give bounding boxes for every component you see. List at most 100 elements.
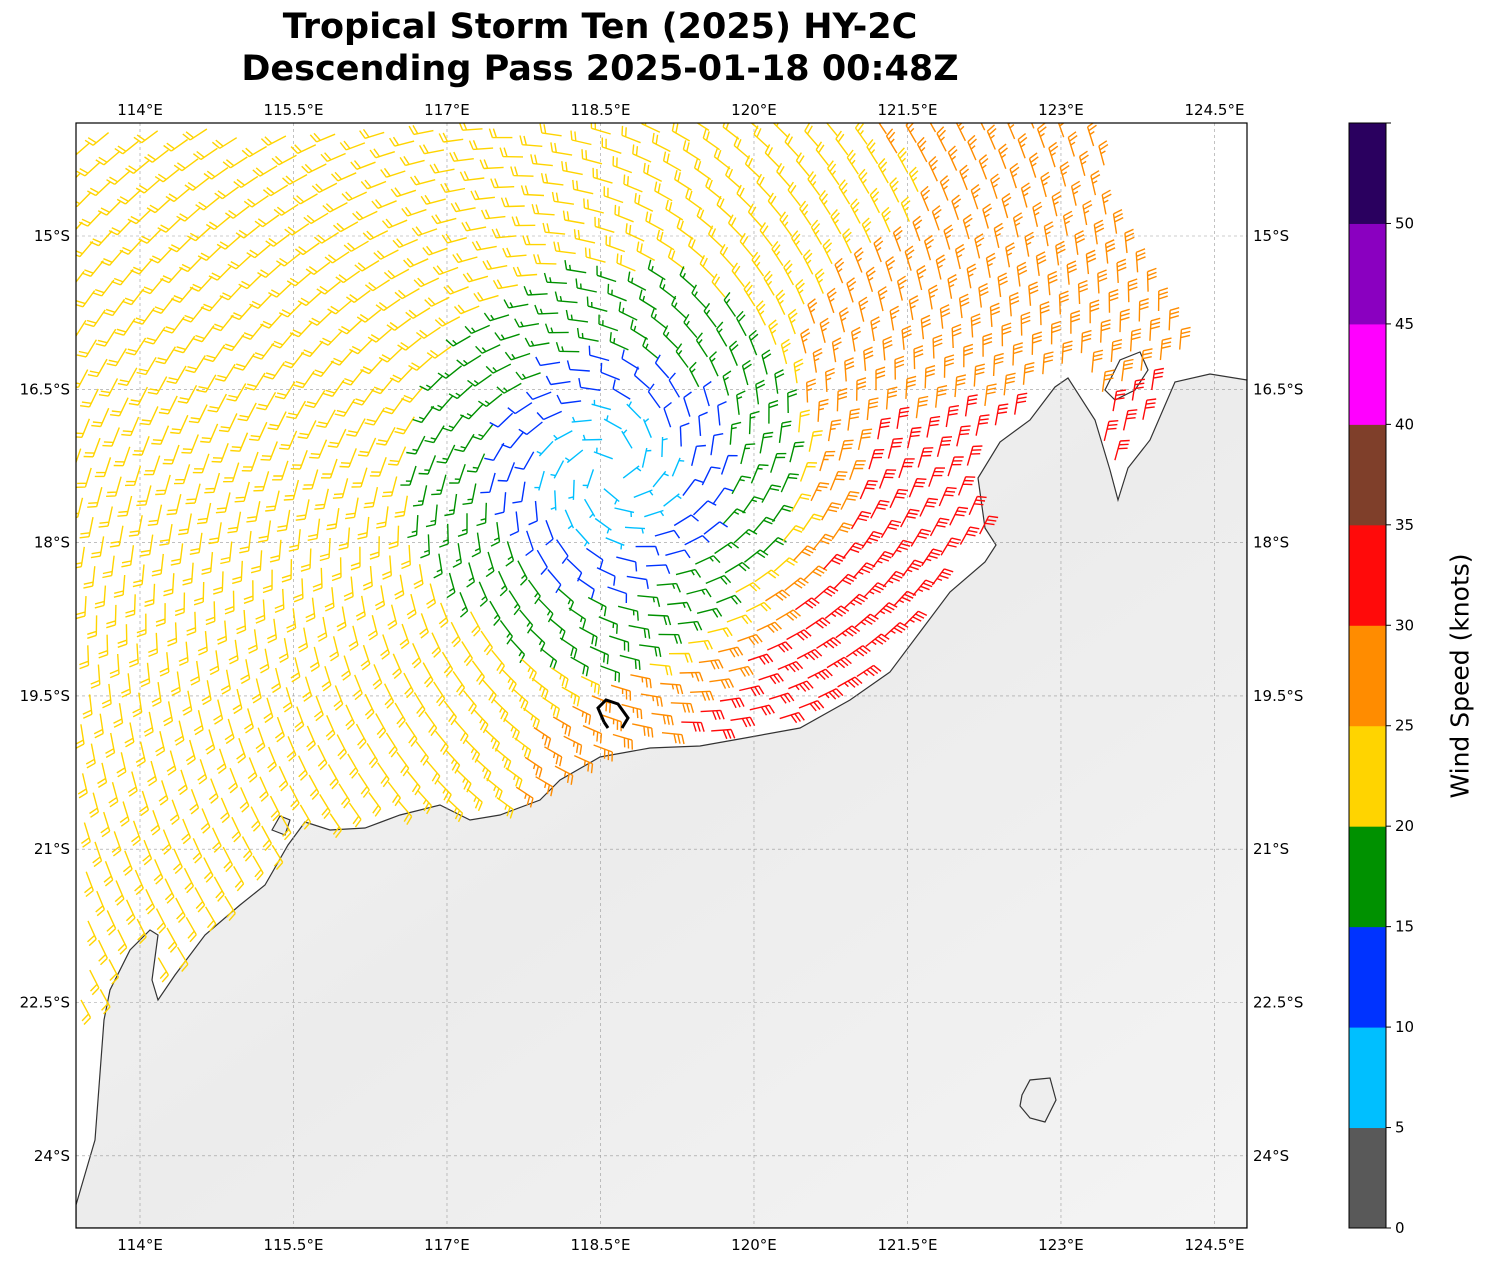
wind-barb [475,758,492,782]
wind-barb [748,329,759,356]
wind-barb [840,491,860,510]
wind-barb [565,309,589,323]
wind-barb [667,247,686,270]
wind-barb [336,606,347,632]
wind-barb [503,718,520,741]
wind-barb [109,653,120,679]
wind-barb [348,802,362,828]
wind-barb [441,651,454,677]
wind-barb [396,751,410,777]
wind-barb [128,515,143,537]
wind-barb [464,739,481,763]
wind-barb [645,211,664,232]
wind-barb [851,326,862,352]
wind-barb [808,430,823,452]
wind-barb [76,320,87,338]
wind-barb [131,820,141,847]
wind-barb [80,999,92,1025]
wind-barb [471,423,494,441]
wind-barb [807,668,833,680]
wind-barb [703,521,728,535]
wind-barb [736,390,746,415]
wind-barb [536,410,562,421]
wind-barb [265,233,290,247]
wind-barb [251,678,262,704]
wind-barb [1114,439,1130,461]
wind-barb [133,130,159,144]
wind-barb [564,509,575,530]
wind-barb [936,126,947,152]
wind-barb [422,245,448,256]
wind-barb [144,583,156,607]
wind-barb [534,304,559,315]
wind-barb [182,128,208,141]
wind-barb [102,427,120,447]
wind-barb [771,504,794,523]
wind-barb [262,569,273,594]
wind-barb [550,460,565,479]
wind-barb [858,168,870,194]
wind-barb [128,386,149,406]
wind-barb [297,420,317,439]
wind-barb [504,351,531,361]
wind-barb [250,550,263,574]
wind-barb [220,797,230,824]
wind-barb [582,469,595,489]
wind-barb [450,202,476,213]
colorbar-segment [1349,223,1386,325]
wind-barb [817,398,829,422]
wind-barb [375,506,389,529]
wind-barb [192,838,203,864]
wind-barb [695,555,721,565]
wind-barb [141,277,164,295]
lon-tick-label-top: 124.5°E [1185,101,1245,119]
wind-barb [100,811,111,838]
wind-barb [539,123,562,137]
wind-barb [660,682,684,695]
wind-barb [533,726,552,748]
wind-barb [173,848,183,875]
wind-barb [1116,258,1127,283]
wind-barb [601,137,622,154]
wind-barb [276,509,291,532]
wind-barb [1086,123,1097,147]
wind-barb [447,798,464,823]
wind-barb [511,216,536,227]
wind-barb [181,434,199,454]
wind-barb [501,669,517,693]
wind-barb [863,582,887,598]
wind-barb [897,147,909,173]
wind-barb [900,508,920,528]
wind-barb [630,319,649,340]
wind-barb [222,156,248,169]
lon-tick-label-bottom: 120°E [731,1236,777,1254]
wind-barb [143,711,154,737]
wind-barb [887,437,903,459]
wind-barb [940,537,961,556]
wind-barb [737,633,763,646]
wind-barb [136,918,147,945]
wind-barb [95,151,120,166]
lat-tick-label-right: 21°S [1253,840,1289,858]
wind-barb [316,281,341,295]
island-small [271,815,291,836]
wind-barb [889,305,900,331]
wind-barb [842,542,865,560]
wind-barb [870,316,881,342]
wind-barb [633,489,654,499]
wind-barb [553,430,573,441]
wind-barb [203,167,229,180]
wind-barb [372,664,383,690]
wind-barb [271,332,294,349]
wind-barb [804,123,819,147]
wind-barb [98,378,119,397]
wind-barb [555,341,580,353]
wind-barb [205,729,216,755]
wind-barb [163,138,189,152]
wind-barb [593,744,613,762]
wind-barb [893,590,917,607]
colorbar-tick-label: 30 [1395,616,1414,634]
wind-barb [300,548,312,572]
wind-barb [290,449,308,470]
wind-barb [616,556,638,572]
